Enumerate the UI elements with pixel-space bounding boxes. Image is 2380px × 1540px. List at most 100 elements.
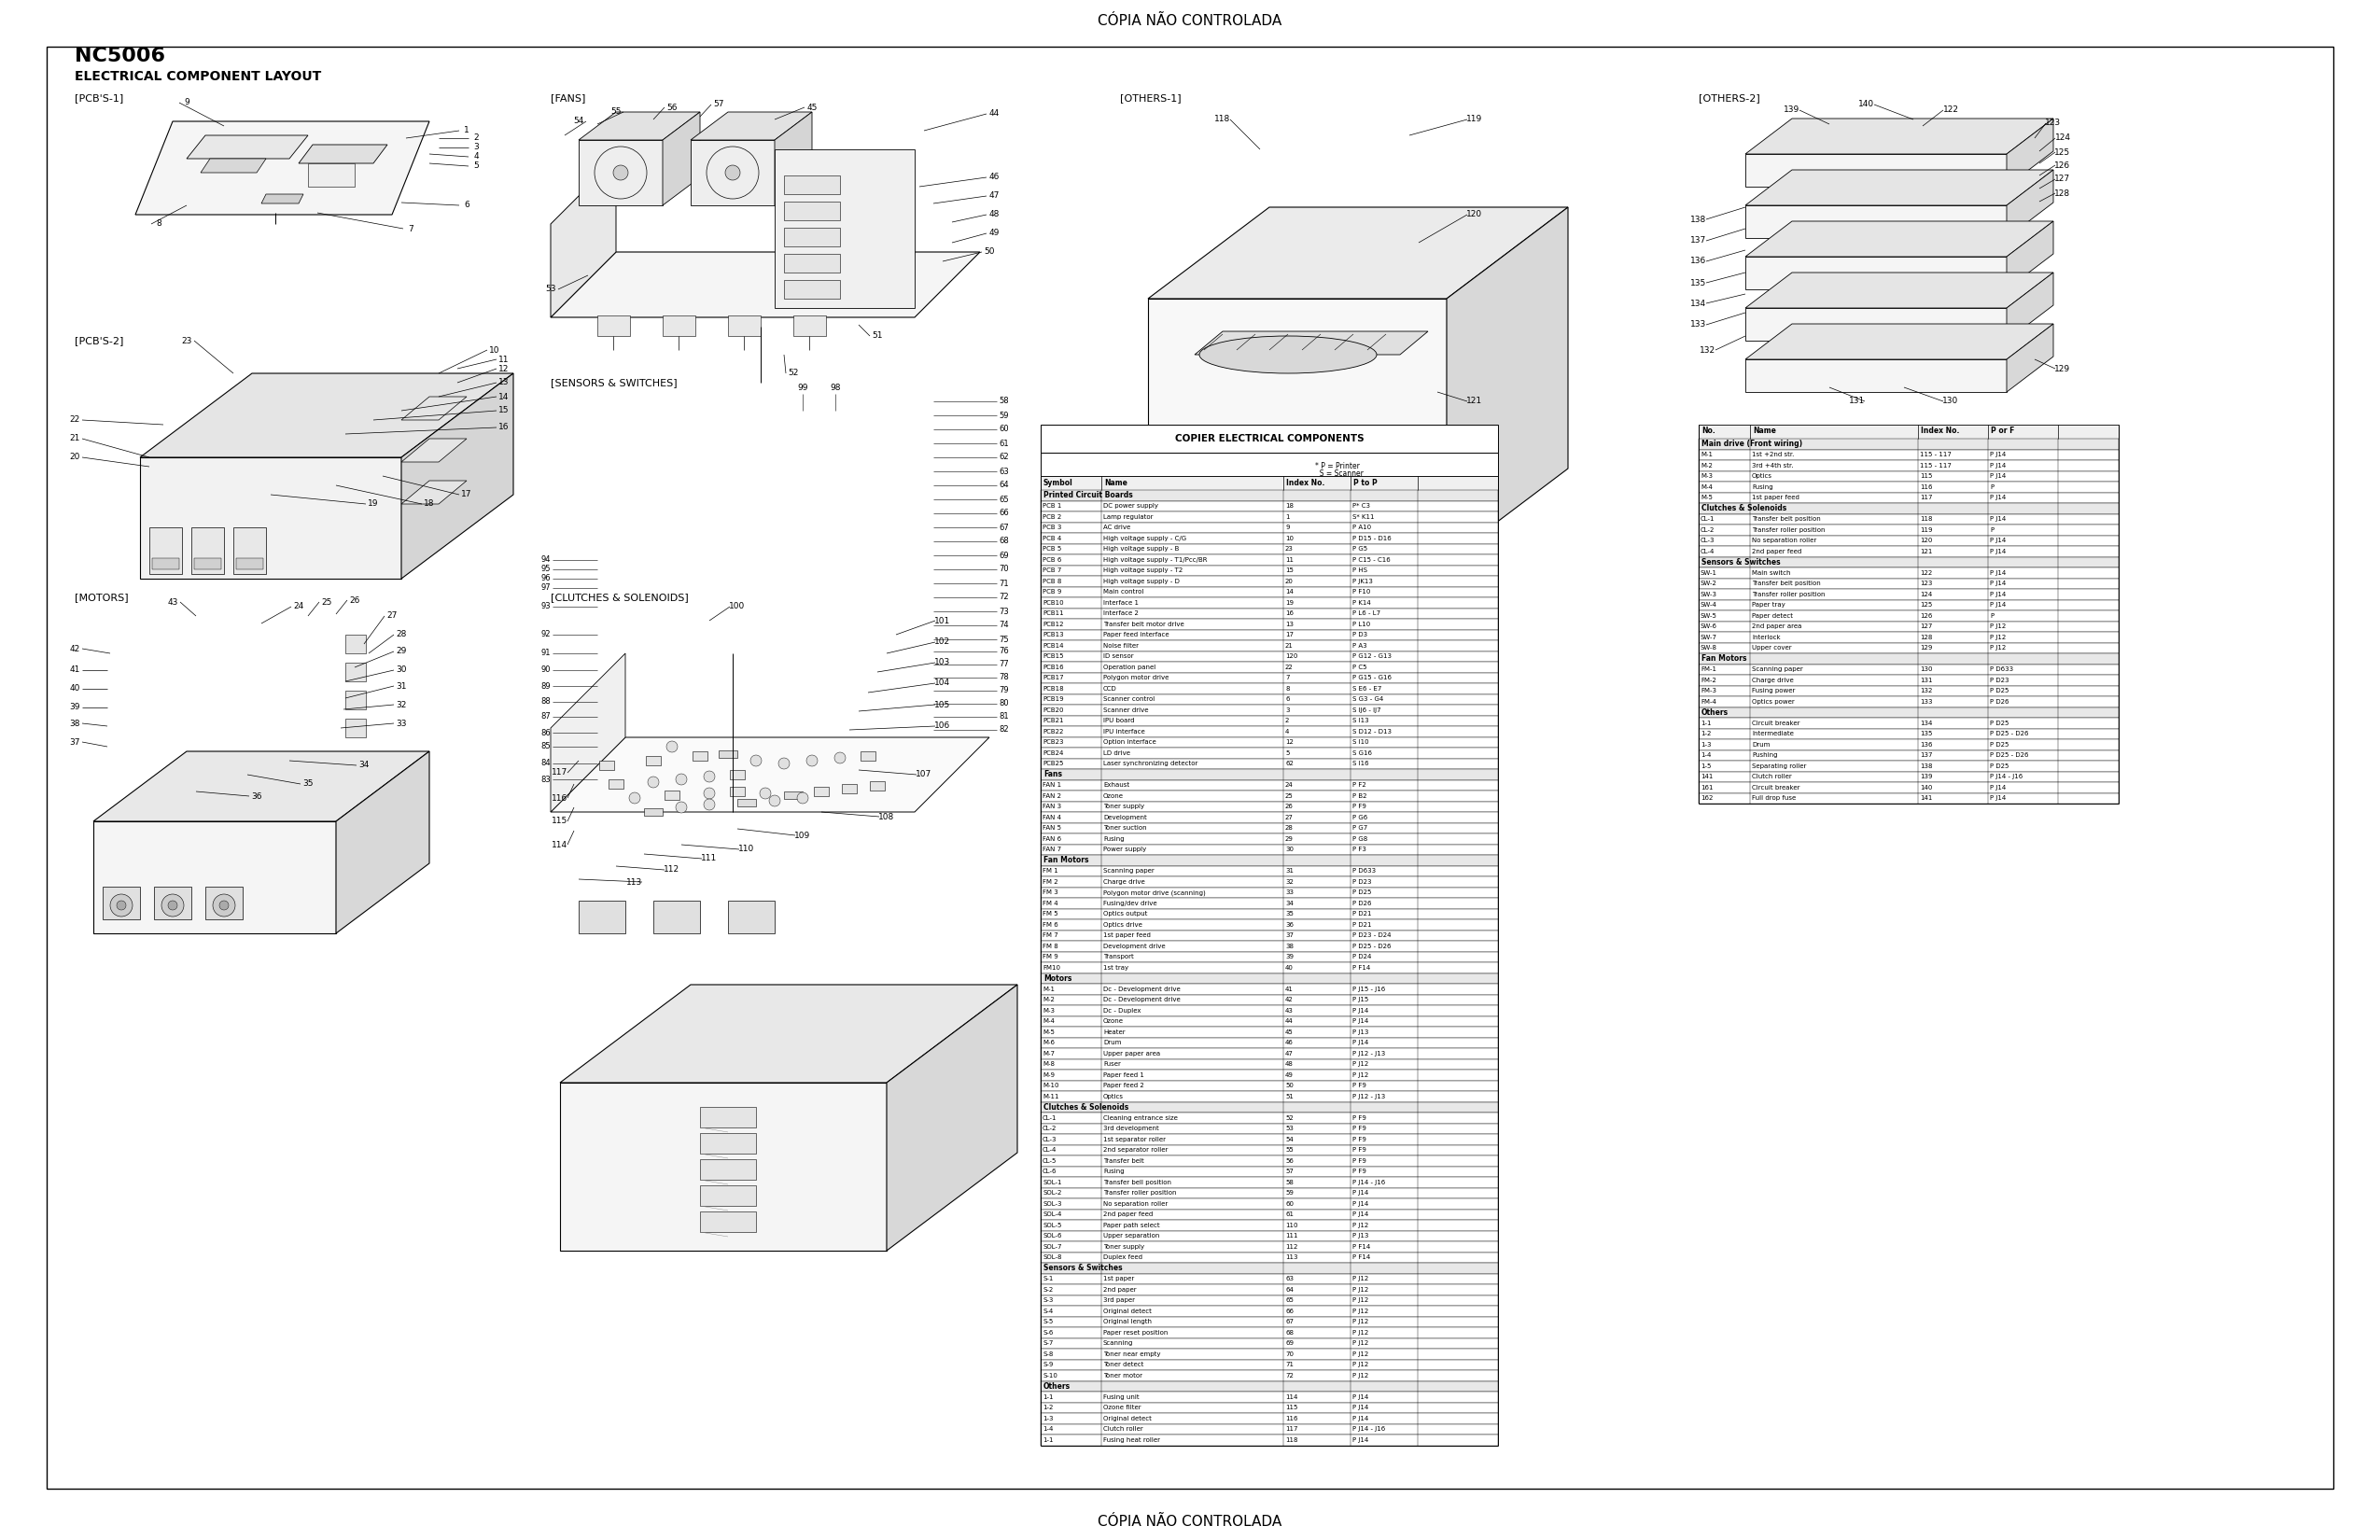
Polygon shape [1745, 222, 2054, 257]
Bar [700, 1107, 757, 1127]
Bar [1699, 460, 2118, 471]
Text: 138: 138 [1921, 764, 1933, 768]
Polygon shape [774, 149, 914, 308]
Text: P J12: P J12 [1352, 1277, 1368, 1281]
Text: 79: 79 [1000, 687, 1009, 695]
Text: 101: 101 [935, 616, 950, 625]
Text: Operation panel: Operation panel [1104, 664, 1157, 670]
Text: P J14 - J16: P J14 - J16 [1352, 1180, 1385, 1186]
Text: 122: 122 [1942, 106, 1959, 114]
Text: 118: 118 [1285, 1437, 1297, 1443]
Text: 70: 70 [1285, 1351, 1295, 1357]
Text: 63: 63 [1000, 467, 1009, 476]
Text: 3: 3 [474, 143, 478, 151]
Text: Ozone: Ozone [1104, 793, 1123, 799]
Text: 71: 71 [1285, 1361, 1295, 1368]
Bar [1699, 782, 2118, 793]
Bar [1040, 1284, 1497, 1295]
Text: Scanning paper: Scanning paper [1752, 667, 1804, 673]
Polygon shape [1195, 331, 1428, 354]
Text: Interface 1: Interface 1 [1104, 601, 1138, 605]
Text: S-2: S-2 [1042, 1287, 1052, 1292]
Bar [1040, 587, 1497, 598]
Text: CÓPIA NÃO CONTROLADA: CÓPIA NÃO CONTROLADA [1097, 1514, 1283, 1528]
Bar [1699, 653, 2118, 664]
Text: 34: 34 [359, 761, 369, 770]
Text: P J13: P J13 [1352, 1234, 1368, 1238]
Text: P or F: P or F [1990, 427, 2013, 436]
Text: 51: 51 [871, 331, 883, 340]
Text: 3rd paper: 3rd paper [1104, 1298, 1135, 1303]
Text: 9: 9 [183, 99, 190, 106]
Text: Dc - Duplex: Dc - Duplex [1104, 1007, 1140, 1013]
Bar [783, 792, 802, 799]
Text: 15: 15 [500, 407, 509, 414]
Text: Upper cover: Upper cover [1752, 645, 1792, 651]
Text: P* C3: P* C3 [1352, 504, 1371, 508]
Bar [1040, 453, 1497, 476]
Text: Full drop fuse: Full drop fuse [1752, 796, 1797, 801]
Text: 66: 66 [1000, 510, 1009, 517]
Bar [155, 887, 190, 919]
Text: M-8: M-8 [1042, 1061, 1054, 1067]
Text: Transfer roller position: Transfer roller position [1752, 527, 1825, 533]
Text: 86: 86 [540, 728, 550, 736]
Text: P D21: P D21 [1352, 912, 1371, 916]
Text: 78: 78 [1000, 673, 1009, 682]
Polygon shape [200, 159, 267, 172]
Text: P J12: P J12 [1990, 634, 2006, 641]
Bar [793, 316, 826, 336]
Text: 32: 32 [395, 701, 407, 708]
Text: 116: 116 [1921, 484, 1933, 490]
Text: P J12: P J12 [1352, 1298, 1368, 1303]
Text: 135: 135 [1921, 732, 1933, 736]
Text: 34: 34 [1285, 901, 1292, 906]
Bar [1699, 610, 2118, 621]
Text: Drum: Drum [1104, 1040, 1121, 1046]
Bar [1699, 621, 2118, 631]
Text: 70: 70 [1000, 565, 1009, 573]
Text: 141: 141 [1921, 796, 1933, 801]
Text: P J12: P J12 [1352, 1320, 1368, 1324]
Polygon shape [1147, 208, 1568, 299]
Bar [345, 634, 367, 653]
Bar [1040, 695, 1497, 705]
Polygon shape [550, 738, 990, 812]
Text: 82: 82 [1000, 725, 1009, 735]
Bar [1040, 995, 1497, 1006]
Text: Original length: Original length [1104, 1320, 1152, 1324]
Text: 40: 40 [69, 685, 81, 693]
Text: Fusing power: Fusing power [1752, 688, 1795, 693]
Text: 64: 64 [1000, 480, 1009, 490]
Polygon shape [186, 136, 307, 159]
Text: [MOTORS]: [MOTORS] [74, 593, 129, 602]
Text: P J15: P J15 [1352, 996, 1368, 1003]
Bar [1699, 493, 2118, 504]
Text: 46: 46 [988, 172, 1000, 182]
Text: Separating roller: Separating roller [1752, 764, 1806, 768]
Text: 100: 100 [728, 602, 745, 611]
Bar [1040, 565, 1497, 576]
Bar [1745, 205, 2006, 239]
Text: Transfer belt: Transfer belt [1104, 1158, 1145, 1164]
Bar [1699, 504, 2118, 514]
Circle shape [647, 776, 659, 788]
Bar [1040, 598, 1497, 608]
Text: P F2: P F2 [1352, 782, 1366, 788]
Bar [1040, 1274, 1497, 1284]
Text: 41: 41 [1285, 986, 1292, 992]
Text: 8: 8 [157, 220, 162, 228]
Bar [645, 756, 662, 765]
Polygon shape [2006, 222, 2054, 290]
Text: 66: 66 [1285, 1309, 1295, 1314]
Text: [PCB'S-1]: [PCB'S-1] [74, 94, 124, 103]
Text: P J14: P J14 [1990, 462, 2006, 468]
Text: FM-2: FM-2 [1702, 678, 1716, 682]
Text: S-4: S-4 [1042, 1309, 1052, 1314]
Text: 52: 52 [788, 370, 800, 377]
Text: S = Scanner: S = Scanner [1316, 470, 1364, 477]
Bar [1040, 768, 1497, 779]
Text: PCB 5: PCB 5 [1042, 547, 1061, 551]
Text: S I10: S I10 [1352, 739, 1368, 745]
Text: SOL-7: SOL-7 [1042, 1244, 1061, 1249]
